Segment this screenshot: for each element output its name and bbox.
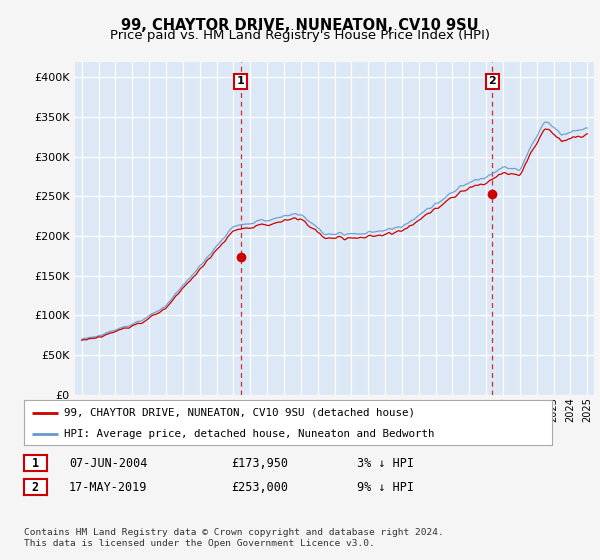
- Text: 1: 1: [237, 76, 245, 86]
- Text: 2: 2: [488, 76, 496, 86]
- Text: 99, CHAYTOR DRIVE, NUNEATON, CV10 9SU: 99, CHAYTOR DRIVE, NUNEATON, CV10 9SU: [121, 18, 479, 33]
- Text: 07-JUN-2004: 07-JUN-2004: [69, 456, 148, 470]
- Text: £253,000: £253,000: [231, 480, 288, 494]
- Text: 9% ↓ HPI: 9% ↓ HPI: [357, 480, 414, 494]
- Text: Contains HM Land Registry data © Crown copyright and database right 2024.
This d: Contains HM Land Registry data © Crown c…: [24, 528, 444, 548]
- Text: 2: 2: [32, 480, 39, 494]
- Text: HPI: Average price, detached house, Nuneaton and Bedworth: HPI: Average price, detached house, Nune…: [64, 429, 434, 439]
- Text: 17-MAY-2019: 17-MAY-2019: [69, 480, 148, 494]
- Text: 3% ↓ HPI: 3% ↓ HPI: [357, 456, 414, 470]
- Text: 99, CHAYTOR DRIVE, NUNEATON, CV10 9SU (detached house): 99, CHAYTOR DRIVE, NUNEATON, CV10 9SU (d…: [64, 408, 415, 418]
- Text: 1: 1: [32, 456, 39, 470]
- Text: Price paid vs. HM Land Registry's House Price Index (HPI): Price paid vs. HM Land Registry's House …: [110, 29, 490, 42]
- Text: £173,950: £173,950: [231, 456, 288, 470]
